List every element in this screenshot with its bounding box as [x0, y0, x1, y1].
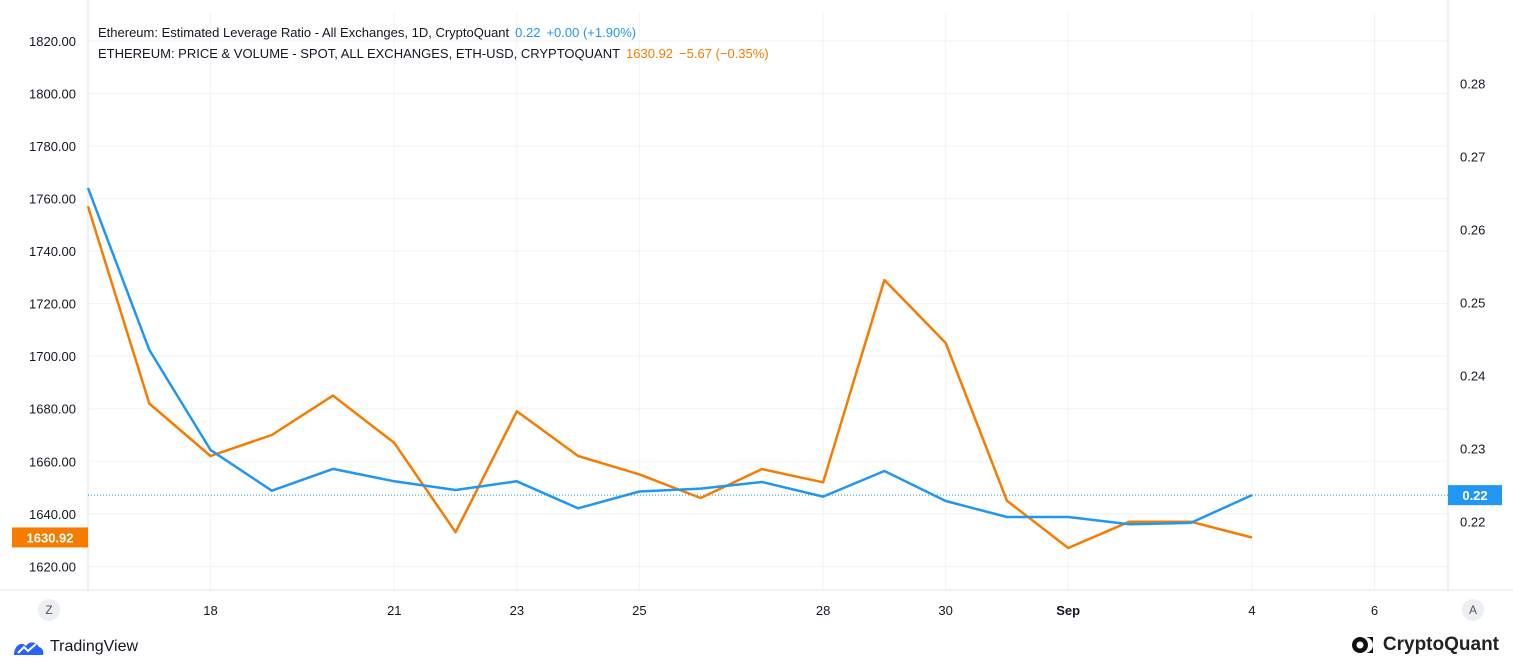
right-tick-label: 0.25: [1460, 295, 1485, 310]
price-marker-label: 1630.92: [27, 530, 74, 545]
left-tick-label: 1720.00: [29, 297, 76, 312]
ratio-marker-box: [1448, 485, 1502, 506]
legend-ratio-value: 0.22: [515, 25, 541, 40]
left-tick-label: 1640.00: [29, 507, 76, 522]
x-tick-label: 30: [938, 603, 952, 618]
x-tick-label: 21: [387, 603, 401, 618]
auto-scale-button[interactable]: A: [1462, 599, 1484, 621]
right-tick-label: 0.22: [1460, 514, 1485, 529]
left-tick-label: 1820.00: [29, 34, 76, 49]
x-tick-label: 25: [632, 603, 646, 618]
zoom-toggle-button[interactable]: Z: [38, 599, 60, 621]
series-lines: [86, 187, 1448, 550]
tradingview-label: TradingView: [50, 638, 139, 655]
cryptoquant-logo: CryptoQuant: [1351, 634, 1499, 656]
grid-lines: [0, 0, 1513, 591]
left-tick-label: 1660.00: [29, 454, 76, 469]
right-tick-label: 0.26: [1460, 222, 1485, 237]
right-tick-label: 0.24: [1460, 368, 1485, 383]
tradingview-logo[interactable]: TradingView: [12, 637, 138, 657]
right-tick-label: 0.27: [1460, 150, 1485, 165]
price-marker-box: [12, 527, 88, 548]
legend-ratio[interactable]: Ethereum: Estimated Leverage Ratio - All…: [98, 25, 636, 40]
value-markers: 1630.92 0.22: [12, 485, 1502, 548]
left-tick-label: 1780.00: [29, 139, 76, 154]
legend-ratio-change: +0.00 (+1.90%): [546, 25, 637, 40]
x-tick-label: 28: [816, 603, 830, 618]
cryptoquant-icon: [1351, 637, 1373, 653]
legend-ratio-name: Ethereum: Estimated Leverage Ratio - All…: [98, 25, 510, 40]
x-tick-label: 4: [1248, 603, 1255, 618]
left-tick-label: 1760.00: [29, 192, 76, 207]
left-tick-label: 1620.00: [29, 559, 76, 574]
price-series-line: [86, 206, 1253, 550]
cryptoquant-label: CryptoQuant: [1382, 634, 1499, 655]
legend-price-change: −5.67 (−0.35%): [679, 46, 769, 61]
left-tick-label: 1740.00: [29, 244, 76, 259]
legend-price-name: ETHEREUM: PRICE & VOLUME - SPOT, ALL EXC…: [98, 46, 621, 61]
right-ratio-axis: 0.22 0.23 0.24 0.25 0.26 0.27 0.28: [1460, 77, 1485, 530]
x-tick-label: 6: [1371, 603, 1378, 618]
legend-price[interactable]: ETHEREUM: PRICE & VOLUME - SPOT, ALL EXC…: [98, 46, 769, 61]
left-price-axis: 1620.00 1640.00 1660.00 1680.00 1700.00 1720.…: [29, 34, 76, 574]
x-tick-label: 18: [203, 603, 217, 618]
right-tick-label: 0.28: [1460, 77, 1485, 92]
ratio-series-line: [86, 187, 1253, 526]
left-tick-label: 1800.00: [29, 86, 76, 101]
time-axis: 18 21 23 25 28 30 Sep 4 6: [203, 603, 1378, 618]
x-tick-label: 23: [510, 603, 524, 618]
right-tick-label: 0.23: [1460, 441, 1485, 456]
ratio-marker-label: 0.22: [1462, 488, 1487, 503]
left-tick-label: 1700.00: [29, 349, 76, 364]
x-tick-label: Sep: [1056, 603, 1080, 618]
left-tick-label: 1680.00: [29, 402, 76, 417]
legend-price-value: 1630.92: [626, 46, 674, 61]
tradingview-icon: [14, 642, 44, 655]
